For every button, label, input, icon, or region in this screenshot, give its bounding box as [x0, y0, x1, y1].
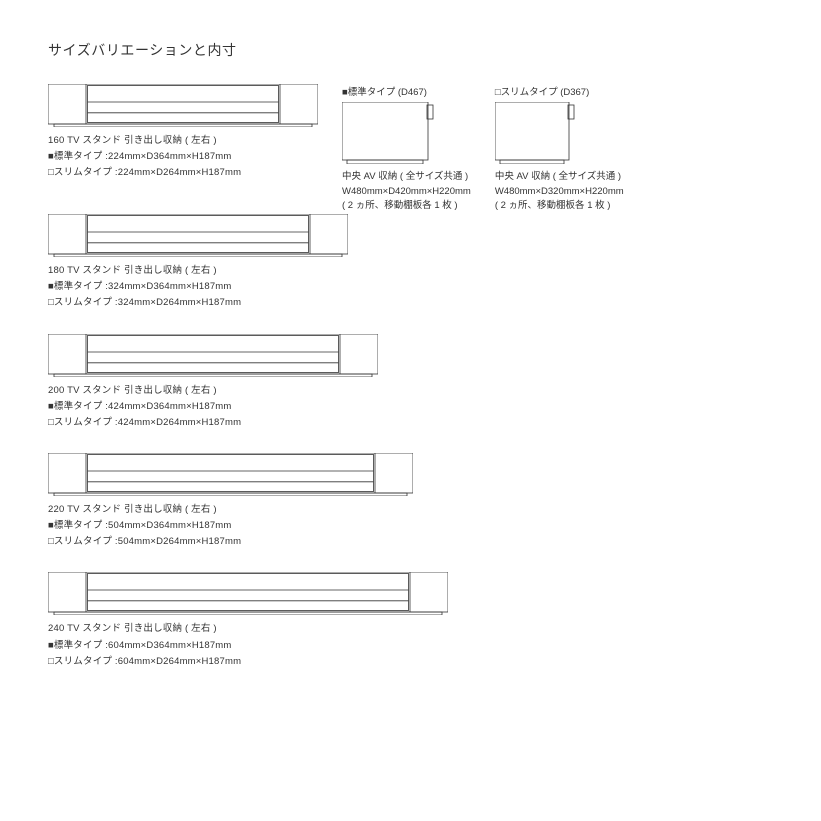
stand-title: 180 TV スタンド 引き出し収納 ( 左右 ) — [48, 263, 773, 279]
stand-block: 200 TV スタンド 引き出し収納 ( 左右 ) ■標準タイプ :424mm×… — [48, 334, 773, 431]
side-panel: ■標準タイプ (D467) 中央 AV 収納 ( 全サイズ共通 ) W480mm… — [342, 84, 471, 214]
stand-std: ■標準タイプ :224mm×D364mm×H187mm — [48, 149, 318, 165]
stand-diagram — [48, 214, 773, 257]
stand-slim: □スリムタイプ :504mm×D264mm×H187mm — [48, 534, 773, 550]
stand-block: 160 TV スタンド 引き出し収納 ( 左右 ) ■標準タイプ :224mm×… — [48, 84, 318, 181]
stand-title: 160 TV スタンド 引き出し収納 ( 左右 ) — [48, 133, 318, 149]
stand-caption: 160 TV スタンド 引き出し収納 ( 左右 ) ■標準タイプ :224mm×… — [48, 133, 318, 181]
stand-std: ■標準タイプ :604mm×D364mm×H187mm — [48, 638, 773, 654]
stand-diagram — [48, 84, 318, 127]
stand-block: 220 TV スタンド 引き出し収納 ( 左右 ) ■標準タイプ :504mm×… — [48, 453, 773, 550]
stand-caption: 180 TV スタンド 引き出し収納 ( 左右 ) ■標準タイプ :324mm×… — [48, 263, 773, 311]
stand-slim: □スリムタイプ :324mm×D264mm×H187mm — [48, 295, 773, 311]
stand-title: 240 TV スタンド 引き出し収納 ( 左右 ) — [48, 621, 773, 637]
side-caption: 中央 AV 収納 ( 全サイズ共通 ) W480mm×D420mm×H220mm… — [342, 170, 471, 214]
side-caption-l2: W480mm×D420mm×H220mm — [342, 185, 471, 200]
stand-diagram — [48, 334, 773, 377]
stand-block: 240 TV スタンド 引き出し収納 ( 左右 ) ■標準タイプ :604mm×… — [48, 572, 773, 669]
stand-caption: 240 TV スタンド 引き出し収納 ( 左右 ) ■標準タイプ :604mm×… — [48, 621, 773, 669]
side-diagram — [495, 102, 575, 164]
stand-slim: □スリムタイプ :224mm×D264mm×H187mm — [48, 165, 318, 181]
stand-diagram — [48, 572, 773, 615]
stand-title: 220 TV スタンド 引き出し収納 ( 左右 ) — [48, 502, 773, 518]
side-caption-l1: 中央 AV 収納 ( 全サイズ共通 ) — [342, 170, 471, 185]
page-title: サイズバリエーションと内寸 — [48, 40, 773, 60]
stand-diagram — [48, 453, 773, 496]
stand-title: 200 TV スタンド 引き出し収納 ( 左右 ) — [48, 383, 773, 399]
stand-caption: 200 TV スタンド 引き出し収納 ( 左右 ) ■標準タイプ :424mm×… — [48, 383, 773, 431]
stand-slim: □スリムタイプ :604mm×D264mm×H187mm — [48, 654, 773, 670]
stand-slim: □スリムタイプ :424mm×D264mm×H187mm — [48, 415, 773, 431]
stand-std: ■標準タイプ :324mm×D364mm×H187mm — [48, 279, 773, 295]
side-header: □スリムタイプ (D367) — [495, 84, 589, 98]
side-header: ■標準タイプ (D467) — [342, 84, 427, 98]
stand-caption: 220 TV スタンド 引き出し収納 ( 左右 ) ■標準タイプ :504mm×… — [48, 502, 773, 550]
top-row: 160 TV スタンド 引き出し収納 ( 左右 ) ■標準タイプ :224mm×… — [48, 84, 773, 214]
stand-std: ■標準タイプ :424mm×D364mm×H187mm — [48, 399, 773, 415]
stand-std: ■標準タイプ :504mm×D364mm×H187mm — [48, 518, 773, 534]
side-caption-l3: ( 2 ヵ所、移動棚板各 1 枚 ) — [495, 199, 624, 214]
side-caption-l2: W480mm×D320mm×H220mm — [495, 185, 624, 200]
side-caption-l3: ( 2 ヵ所、移動棚板各 1 枚 ) — [342, 199, 471, 214]
side-caption: 中央 AV 収納 ( 全サイズ共通 ) W480mm×D320mm×H220mm… — [495, 170, 624, 214]
side-caption-l1: 中央 AV 収納 ( 全サイズ共通 ) — [495, 170, 624, 185]
side-panel: □スリムタイプ (D367) 中央 AV 収納 ( 全サイズ共通 ) W480m… — [495, 84, 624, 214]
side-diagram — [342, 102, 434, 164]
stand-block: 180 TV スタンド 引き出し収納 ( 左右 ) ■標準タイプ :324mm×… — [48, 214, 773, 311]
